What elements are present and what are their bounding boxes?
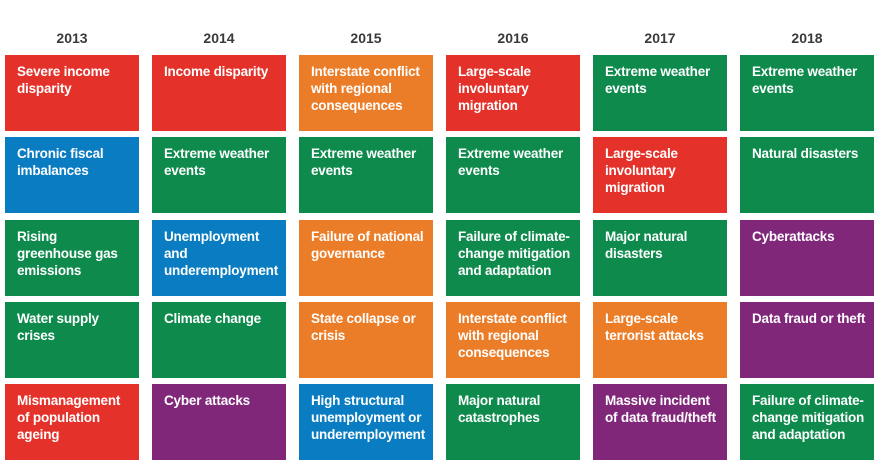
- year-header-2013: 2013: [56, 30, 88, 46]
- risk-cell: Massive incident of data fraud/theft: [593, 384, 727, 460]
- risk-cell: Data fraud or theft: [740, 302, 874, 378]
- risk-cell: Extreme weather events: [740, 55, 874, 131]
- risk-cell: Natural disasters: [740, 137, 874, 213]
- risk-cell: Interstate conflict with regional conseq…: [299, 55, 433, 131]
- risk-cell: Major natural disasters: [593, 220, 727, 296]
- risk-cell: Extreme weather events: [593, 55, 727, 131]
- risk-cell: Failure of climate-change mitigation and…: [740, 384, 874, 460]
- year-header-2016: 2016: [497, 30, 529, 46]
- risk-cell: Cyber attacks: [152, 384, 286, 460]
- risk-cell: Chronic fiscal imbalances: [5, 137, 139, 213]
- risk-cell: Cyberattacks: [740, 220, 874, 296]
- year-header-2015: 2015: [350, 30, 382, 46]
- risk-cell: Large-scale terrorist attacks: [593, 302, 727, 378]
- risk-cell: High structural unemployment or underemp…: [299, 384, 433, 460]
- risk-cell: Mismanagement of population ageing: [5, 384, 139, 460]
- year-header-2014: 2014: [203, 30, 235, 46]
- risk-cell: Climate change: [152, 302, 286, 378]
- risk-cell: Water supply crises: [5, 302, 139, 378]
- risk-cell: Rising greenhouse gas emissions: [5, 220, 139, 296]
- risk-cell: Interstate conflict with regional conseq…: [446, 302, 580, 378]
- risk-cell: Income disparity: [152, 55, 286, 131]
- risk-cell: Large-scale involuntary migration: [593, 137, 727, 213]
- risk-cell: Extreme weather events: [152, 137, 286, 213]
- risk-cell: State collapse or crisis: [299, 302, 433, 378]
- risk-cell: Severe income disparity: [5, 55, 139, 131]
- risk-cell: Failure of national governance: [299, 220, 433, 296]
- year-header-2018: 2018: [791, 30, 823, 46]
- risk-cell: Large-scale involuntary migration: [446, 55, 580, 131]
- risk-cell: Failure of climate-change mitigation and…: [446, 220, 580, 296]
- risk-cell: Extreme weather events: [446, 137, 580, 213]
- risk-cell: Unemployment and underemployment: [152, 220, 286, 296]
- risk-cell: Major natural catastrophes: [446, 384, 580, 460]
- risk-cell: Extreme weather events: [299, 137, 433, 213]
- year-header-2017: 2017: [644, 30, 676, 46]
